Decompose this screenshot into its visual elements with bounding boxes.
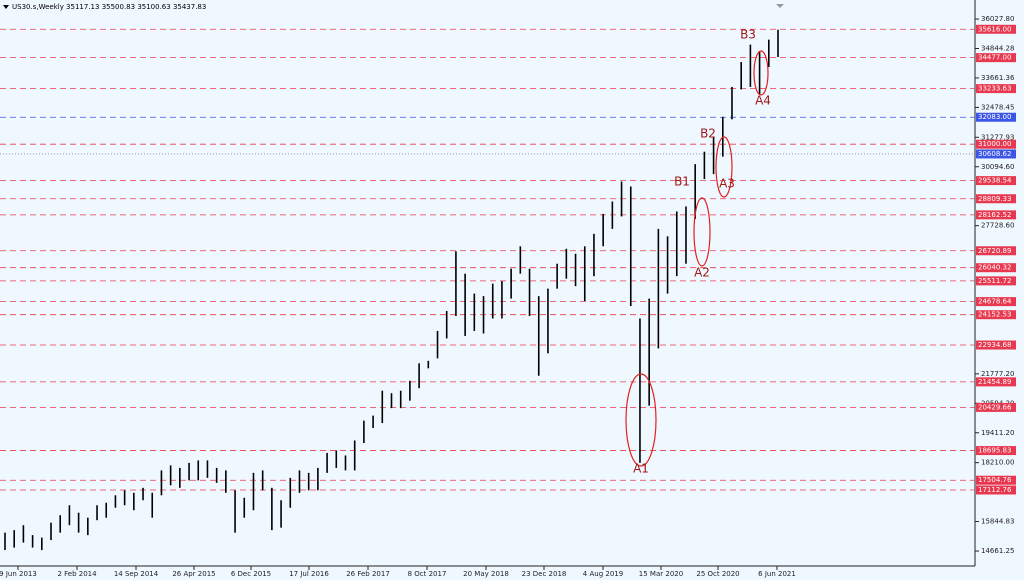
level-label: 28809.33 — [978, 195, 1011, 203]
level-label-box — [976, 485, 1016, 495]
level-label: 34477.00 — [978, 54, 1011, 62]
x-tick-label: 26 Feb 2017 — [346, 570, 390, 578]
level-label: 28162.52 — [978, 211, 1011, 219]
x-tick-label: 9 Jun 2013 — [0, 570, 37, 578]
highlight-ellipse — [693, 197, 711, 267]
x-tick-label: 8 Oct 2017 — [408, 570, 447, 578]
level-label: 21454.89 — [978, 378, 1011, 386]
y-tick-label: 33661.36 — [981, 74, 1015, 82]
level-label-box — [976, 475, 1016, 485]
level-label: 31000.00 — [978, 140, 1011, 148]
level-label: 20429.66 — [978, 403, 1012, 411]
level-label: 26040.32 — [978, 264, 1011, 272]
wave-label: B1 — [674, 175, 690, 189]
level-label: 24152.53 — [978, 311, 1011, 319]
level-label-box — [976, 263, 1016, 273]
x-tick-label: 6 Dec 2015 — [231, 570, 271, 578]
shift-marker — [776, 4, 784, 8]
y-tick-label: 19411.20 — [981, 429, 1014, 437]
y-tick-label: 21777.20 — [981, 370, 1014, 378]
level-label-box — [976, 112, 1016, 122]
y-tick-label: 27728.60 — [981, 222, 1014, 230]
y-tick-label: 14661.25 — [981, 547, 1014, 555]
y-tick-label: 31277.93 — [981, 133, 1014, 141]
x-tick-label: 23 Dec 2018 — [522, 570, 567, 578]
level-label-box — [976, 84, 1016, 94]
x-tick-label: 17 Jul 2016 — [289, 570, 329, 578]
wave-label: A2 — [694, 266, 710, 280]
level-label-box — [976, 340, 1016, 350]
level-label-box — [976, 194, 1016, 204]
level-label: 29538.54 — [978, 177, 1012, 185]
menu-icon — [3, 5, 9, 9]
wave-label: A3 — [719, 177, 735, 191]
level-label-box — [976, 246, 1016, 256]
x-tick-label: 6 Jun 2021 — [758, 570, 796, 578]
wave-label: A4 — [755, 94, 771, 108]
y-tick-label: 15844.83 — [981, 518, 1014, 526]
level-label: 17504.76 — [978, 476, 1012, 484]
x-tick-label: 14 Sep 2014 — [114, 570, 159, 578]
x-tick-label: 4 Aug 2019 — [583, 570, 623, 578]
highlight-ellipse — [715, 136, 733, 198]
level-label: 22934.68 — [978, 341, 1011, 349]
wave-label: A1 — [633, 462, 649, 476]
y-tick-label: 34844.28 — [981, 44, 1014, 52]
y-tick-label: 18210.00 — [981, 459, 1014, 467]
level-label: 24678.64 — [978, 298, 1012, 306]
y-tick-label: 36027.80 — [981, 15, 1014, 23]
x-tick-label: 2 Feb 2014 — [57, 570, 97, 578]
level-label: 30608.62 — [978, 150, 1011, 158]
level-label-box — [976, 446, 1016, 456]
x-tick-label: 15 Mar 2020 — [639, 570, 683, 578]
y-tick-label: 32478.45 — [981, 103, 1014, 111]
level-label-box — [976, 297, 1016, 307]
level-label-box — [976, 210, 1016, 220]
level-label: 26720.89 — [978, 247, 1011, 255]
x-tick-label: 25 Oct 2020 — [696, 570, 739, 578]
level-label: 17112.76 — [978, 486, 1012, 494]
wave-label: B3 — [740, 28, 756, 42]
highlight-ellipse — [753, 50, 769, 96]
level-label: 18695.83 — [978, 447, 1011, 455]
level-label-box — [976, 276, 1016, 286]
level-label-box — [976, 24, 1016, 34]
x-tick-label: 20 May 2018 — [463, 570, 509, 578]
level-label: 32083.00 — [978, 113, 1011, 121]
highlight-ellipse — [625, 373, 657, 467]
level-label: 25511.72 — [978, 277, 1011, 285]
wave-label: B2 — [700, 127, 716, 141]
level-label-box — [976, 402, 1016, 412]
chart-title: US30.s,Weekly 35117.13 35500.83 35100.63… — [12, 3, 206, 11]
level-label-box — [976, 176, 1016, 186]
x-tick-label: 26 Apr 2015 — [172, 570, 215, 578]
level-label-box — [976, 139, 1016, 149]
level-label-box — [976, 310, 1016, 320]
level-label-box — [976, 53, 1016, 63]
level-label: 35616.00 — [978, 25, 1011, 33]
level-label-box — [976, 377, 1016, 387]
level-label-box — [976, 149, 1016, 159]
level-label: 33233.63 — [978, 85, 1011, 93]
y-tick-label: 30094.60 — [981, 163, 1014, 171]
